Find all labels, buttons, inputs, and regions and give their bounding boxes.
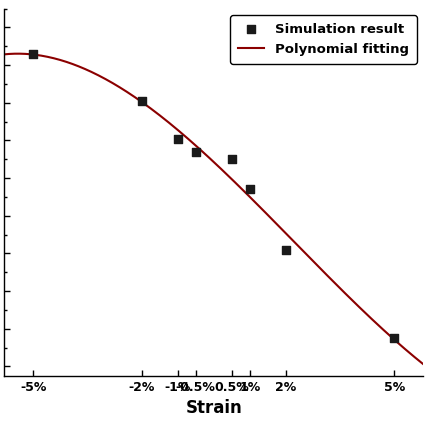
Simulation result (229, 156, 235, 163)
Polynomial fitting (342, 290, 347, 295)
Polynomial fitting (191, 141, 196, 146)
Simulation result (192, 148, 199, 155)
Simulation result (30, 51, 37, 57)
Simulation result (283, 246, 289, 253)
Polynomial fitting (218, 165, 223, 171)
Legend: Simulation result, Polynomial fitting: Simulation result, Polynomial fitting (230, 15, 417, 64)
Polynomial fitting (242, 189, 247, 194)
Simulation result (247, 186, 254, 193)
Polynomial fitting (411, 354, 416, 359)
Polynomial fitting (421, 362, 426, 367)
Simulation result (138, 98, 145, 105)
Simulation result (174, 135, 181, 142)
Simulation result (391, 335, 398, 342)
Line: Polynomial fitting: Polynomial fitting (0, 54, 423, 364)
X-axis label: Strain: Strain (185, 399, 242, 417)
Polynomial fitting (188, 139, 194, 144)
Polynomial fitting (16, 51, 21, 56)
